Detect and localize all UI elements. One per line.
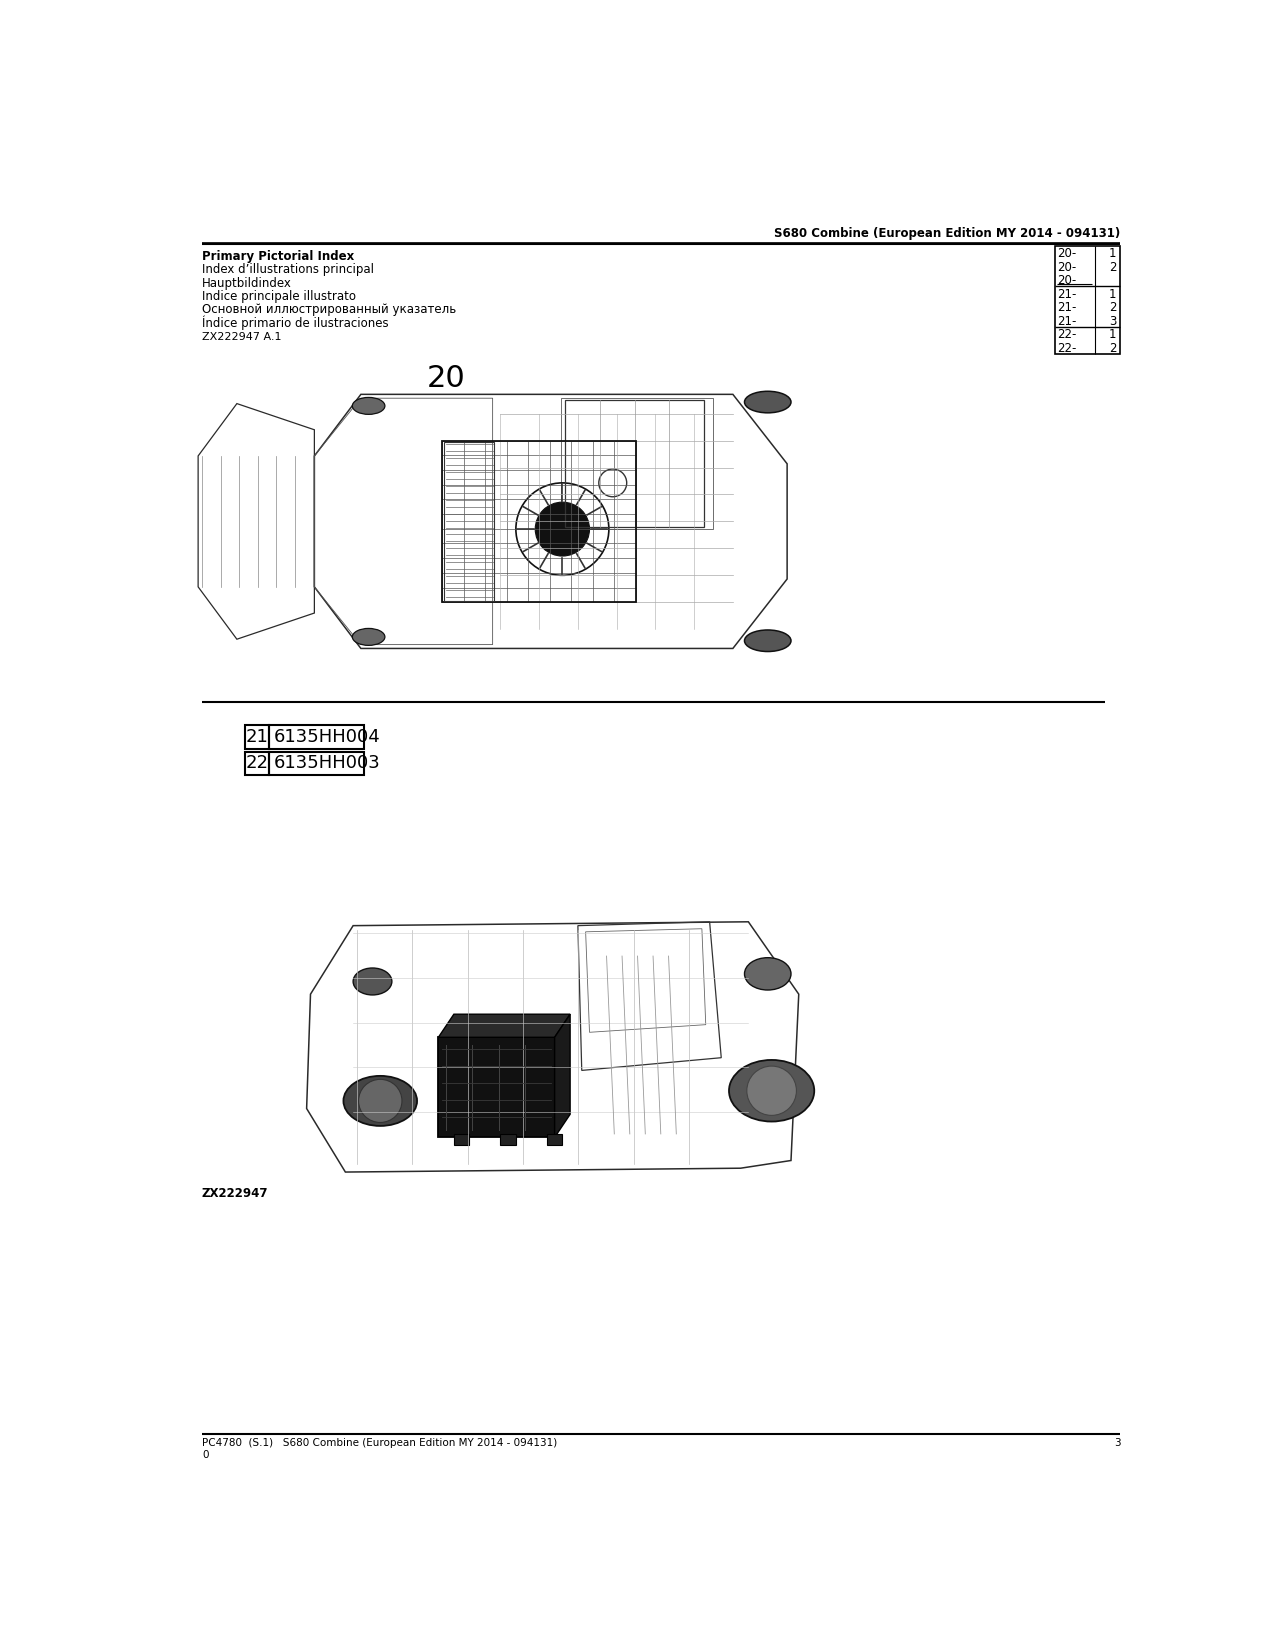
Text: 21: 21	[246, 728, 269, 746]
Text: ZX222947: ZX222947	[201, 1188, 269, 1201]
Circle shape	[747, 1066, 797, 1115]
Text: 6135HH003: 6135HH003	[274, 754, 381, 772]
Text: 22-: 22-	[1057, 342, 1077, 355]
Bar	[547, 1134, 562, 1145]
Ellipse shape	[353, 969, 391, 995]
Text: Hauptbildindex: Hauptbildindex	[201, 277, 292, 289]
Text: 20-: 20-	[1057, 248, 1077, 261]
Text: Índice primario de ilustraciones: Índice primario de ilustraciones	[201, 315, 389, 330]
Text: PC4780  (S.1)   S680 Combine (European Edition MY 2014 - 094131): PC4780 (S.1) S680 Combine (European Edit…	[201, 1437, 557, 1447]
Text: 20-: 20-	[1057, 261, 1077, 274]
Ellipse shape	[745, 630, 790, 652]
Text: 2: 2	[1109, 342, 1117, 355]
Bar	[442, 441, 636, 602]
Text: Index d’illustrations principal: Index d’illustrations principal	[201, 264, 374, 277]
Bar	[1054, 246, 1121, 353]
Text: Основной иллюстрированный указатель: Основной иллюстрированный указатель	[201, 302, 456, 315]
Polygon shape	[439, 1038, 555, 1137]
Bar	[245, 726, 269, 749]
Ellipse shape	[352, 629, 385, 645]
Bar	[245, 752, 269, 775]
Polygon shape	[439, 1015, 570, 1038]
Text: 3: 3	[1109, 315, 1117, 328]
Bar	[269, 726, 363, 749]
Text: 1: 1	[1109, 287, 1117, 300]
Text: ZX222947 A.1: ZX222947 A.1	[201, 332, 282, 342]
Circle shape	[358, 1079, 402, 1122]
Text: 22: 22	[246, 754, 269, 772]
Text: S680 Combine (European Edition MY 2014 - 094131): S680 Combine (European Edition MY 2014 -…	[774, 228, 1121, 241]
Text: 21-: 21-	[1057, 287, 1077, 300]
Polygon shape	[555, 1015, 570, 1137]
Text: 2: 2	[1109, 261, 1117, 274]
Text: 2: 2	[1109, 302, 1117, 314]
Ellipse shape	[745, 957, 790, 990]
Text: 3: 3	[1114, 1437, 1121, 1447]
Text: 21-: 21-	[1057, 302, 1077, 314]
Bar	[500, 1134, 516, 1145]
Text: Indice principale illustrato: Indice principale illustrato	[201, 290, 356, 302]
Bar	[454, 1134, 469, 1145]
Bar	[444, 442, 495, 601]
Text: 20-: 20-	[1057, 274, 1077, 287]
Text: 1: 1	[1109, 248, 1117, 261]
Bar	[269, 752, 363, 775]
Text: 20: 20	[427, 363, 465, 393]
Bar	[561, 398, 713, 530]
Ellipse shape	[729, 1059, 815, 1122]
Text: Primary Pictorial Index: Primary Pictorial Index	[201, 251, 354, 264]
Ellipse shape	[352, 398, 385, 414]
Text: 21-: 21-	[1057, 315, 1077, 328]
Text: 0: 0	[201, 1450, 209, 1460]
Ellipse shape	[745, 391, 790, 412]
Ellipse shape	[343, 1076, 417, 1125]
Text: 1: 1	[1109, 328, 1117, 342]
Circle shape	[536, 502, 589, 556]
Text: 6135HH004: 6135HH004	[274, 728, 381, 746]
Text: 22-: 22-	[1057, 328, 1077, 342]
